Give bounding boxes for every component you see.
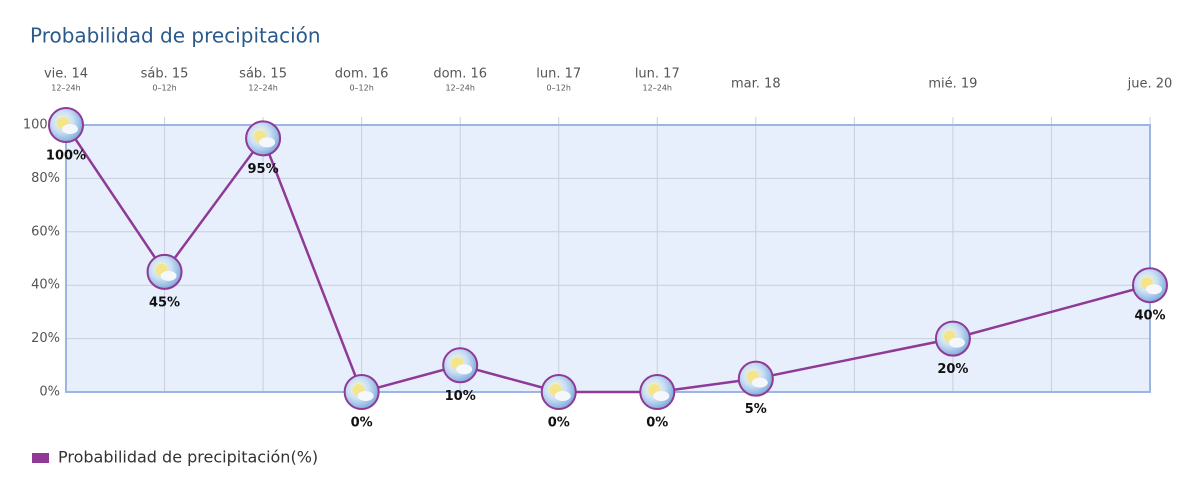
x-tick-label: sáb. 15 (141, 67, 189, 82)
icon-cloud (259, 137, 276, 148)
x-tick-sublabel: 0–12h (349, 84, 373, 93)
icon-cloud (160, 270, 177, 281)
x-tick-label: mar. 18 (731, 77, 781, 92)
icon-cloud (456, 364, 473, 375)
y-tick-label: 80% (31, 171, 60, 186)
y-tick-label: 0% (39, 385, 60, 400)
data-label: 20% (937, 362, 968, 377)
icon-cloud (554, 391, 571, 401)
data-label: 0% (351, 416, 373, 431)
y-tick-label: 20% (31, 331, 60, 346)
data-label: 95% (248, 162, 279, 177)
x-tick-sublabel: 12–24h (643, 84, 672, 93)
legend-label: Probabilidad de precipitación(%) (58, 448, 318, 467)
icon-cloud (948, 337, 965, 348)
x-tick-label: lun. 17 (536, 67, 581, 82)
legend-swatch (32, 453, 49, 463)
x-tick-sublabel: 0–12h (547, 84, 571, 93)
data-label: 5% (745, 402, 767, 417)
x-tick-sublabel: 12–24h (445, 84, 474, 93)
x-tick-label: mié. 19 (928, 77, 977, 92)
x-tick-sublabel: 12–24h (51, 84, 80, 93)
data-label: 10% (445, 389, 476, 404)
data-label: 40% (1134, 309, 1165, 324)
icon-cloud (62, 124, 78, 134)
data-label: 0% (646, 416, 668, 431)
x-tick-sublabel: 12–24h (248, 84, 277, 93)
y-tick-label: 40% (31, 278, 60, 293)
x-tick-label: dom. 16 (433, 67, 487, 82)
x-tick-label: lun. 17 (635, 67, 680, 82)
x-tick-label: vie. 14 (44, 67, 88, 82)
plot-area (66, 125, 1150, 392)
x-tick-label: jue. 20 (1127, 77, 1173, 92)
data-label: 45% (149, 295, 180, 310)
icon-cloud (357, 391, 374, 401)
chart-title: Probabilidad de precipitación (30, 24, 321, 48)
x-tick-label: dom. 16 (335, 67, 389, 82)
icon-cloud (653, 391, 670, 401)
series-line (64, 124, 1151, 394)
icon-cloud (1146, 284, 1162, 295)
data-label: 100% (46, 149, 86, 164)
y-tick-label: 60% (31, 224, 60, 239)
data-label: 0% (548, 416, 570, 431)
x-tick-sublabel: 0–12h (152, 84, 176, 93)
icon-cloud (751, 377, 768, 388)
x-tick-label: sáb. 15 (239, 67, 287, 82)
